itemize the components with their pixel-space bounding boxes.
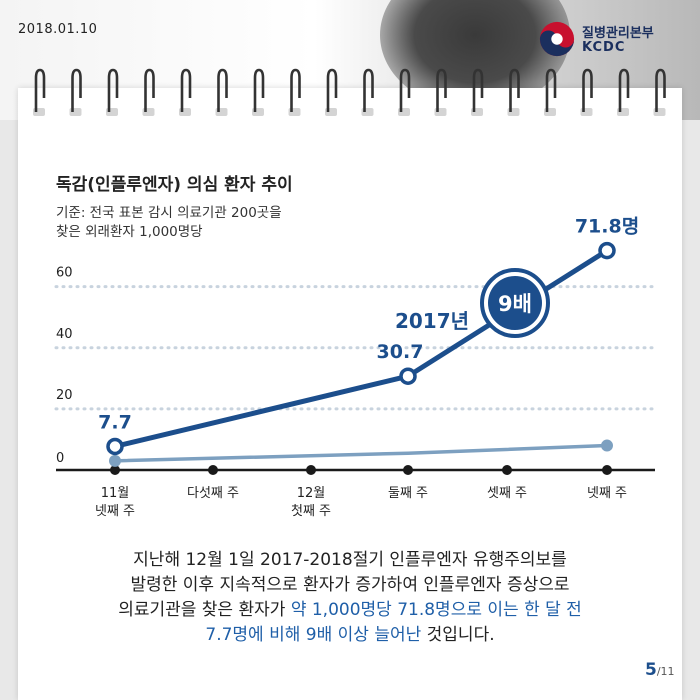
org-name-korean: 질병관리본부 [582,26,654,41]
chart-note-line2: 찾은 외래환자 1,000명당 [56,224,203,240]
binder-ring [580,68,593,116]
binder-ring [398,68,411,116]
x-tick-label: 둘째 주 [388,486,428,501]
binder-ring [325,68,338,116]
x-tick-dot [110,465,120,475]
x-tick-dot [602,465,612,475]
chart-note: 기준: 전국 표본 감시 의료기관 200곳을 찾은 외래환자 1,000명당 [56,204,386,242]
x-tick-label: 셋째 주 [487,486,527,501]
binder-ring [252,68,265,116]
binder-ring [142,68,155,116]
binder-ring [69,68,82,116]
kcdc-logo: 질병관리본부 KCDC [538,18,688,62]
body-line4-highlight: 7.7명에 비해 9배 이상 늘어난 [205,625,422,645]
binder-wire [34,68,46,112]
binder-wire [290,68,301,112]
body-paragraph: 지난해 12월 1일 2017-2018절기 인플루엔자 유행주의보를 발령한 … [40,548,660,648]
binder-ring [361,68,374,116]
binder-wire [144,68,155,112]
x-tick-label: 첫째 주 [291,504,331,519]
body-line3: 의료기관을 찾은 환자가 약 1,000명당 71.8명으로 이는 한 달 전 [40,598,660,623]
x-tick-dot [208,465,218,475]
x-tick-label: 11월 [101,486,130,501]
binder-ring [617,68,630,116]
binder-wire [253,68,265,112]
series-label-2017: 2017년 [395,309,469,333]
binder-wire [107,68,119,112]
data-point [106,437,124,456]
x-tick-dot [306,465,316,475]
body-line3-plain: 의료기관을 찾은 환자가 [118,600,291,620]
page-current: 5 [645,660,657,680]
x-tick-label: 넷째 주 [587,486,627,501]
binder-ring [288,68,301,116]
data-label: 7.7 [98,411,132,433]
data-point [601,439,613,452]
data-point [109,454,121,467]
binder-wire [545,68,557,112]
binder-wire [180,68,192,112]
binder-wire [71,68,82,112]
taegeuk-emblem-icon [539,21,575,57]
y-tick-label: 20 [56,388,73,403]
body-line1: 지난해 12월 1일 2017-2018절기 인플루엔자 유행주의보를 [133,550,567,570]
chart-note-line1: 기준: 전국 표본 감시 의료기관 200곳을 [56,205,282,221]
calendar-paper [18,88,682,700]
y-tick-label: 60 [56,266,73,281]
y-tick-label: 40 [56,327,73,342]
binder-wire [618,68,630,112]
body-line3-highlight: 약 1,000명당 71.8명으로 이는 한 달 전 [290,600,582,620]
binder-ring [33,68,46,116]
x-tick-label: 12월 [297,486,326,501]
binder-ring [215,68,228,116]
binder-ring [653,68,666,116]
binder-ring [471,68,484,116]
binder-ring [544,68,557,116]
annotation-bubble [488,276,542,330]
x-tick-label: 다섯째 주 [187,486,239,501]
binder-wire [472,68,484,112]
binder-wire [436,68,447,112]
annotation-text: 9배 [498,292,532,316]
data-label: 30.7 [377,341,424,363]
binder-ring [106,68,119,116]
x-tick-label: 넷째 주 [95,504,135,519]
binder-wire [217,68,228,112]
data-point [399,367,417,385]
org-name-english: KCDC [582,40,626,55]
x-tick-dot [502,465,512,475]
body-line2: 발령한 이후 지속적으로 환자가 증가하여 인플루엔자 증상으로 [130,575,570,595]
y-tick-label: 0 [56,451,64,466]
page-indicator: 5/11 [645,660,675,680]
series-line-comparison [113,443,609,463]
body-line4: 7.7명에 비해 9배 이상 늘어난 것입니다. [40,623,660,648]
binder-rings [33,68,666,116]
data-point [598,241,616,260]
binder-wire [326,68,338,112]
binder-ring [507,68,520,116]
body-line4-plain: 것입니다. [421,625,495,645]
binder-wire [582,68,593,112]
binder-ring [179,68,192,116]
page-total: /11 [656,665,675,678]
binder-wire [399,68,411,112]
binder-wire [655,68,666,112]
chart-title: 독감(인플루엔자) 의심 환자 추이 [56,175,293,195]
date-label: 2018.01.10 [18,22,98,37]
data-label: 71.8명 [575,216,639,238]
binder-wire [509,68,520,112]
binder-wire [363,68,374,112]
x-tick-dot [403,465,413,475]
binder-ring [434,68,447,116]
